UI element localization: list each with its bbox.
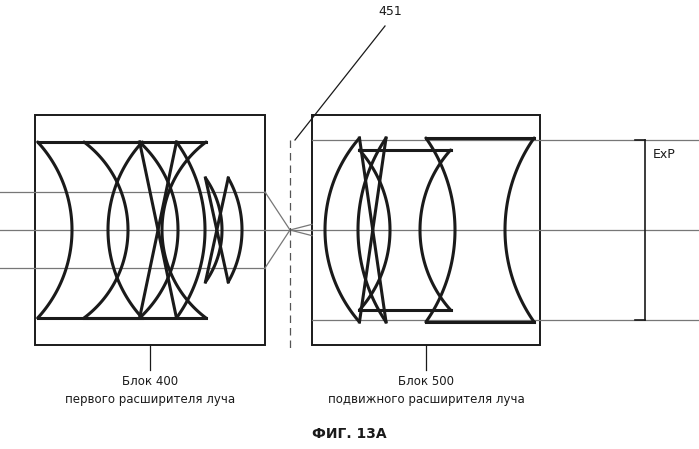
Text: Блок 400: Блок 400	[122, 375, 178, 388]
Text: ExP: ExP	[653, 149, 676, 162]
Text: первого расширителя луча: первого расширителя луча	[65, 393, 235, 406]
Text: подвижного расширителя луча: подвижного расширителя луча	[328, 393, 524, 406]
Text: ФИГ. 13А: ФИГ. 13А	[312, 427, 387, 441]
Text: Блок 500: Блок 500	[398, 375, 454, 388]
Text: 451: 451	[378, 5, 402, 18]
Bar	[35, 115, 265, 345]
Bar	[312, 115, 540, 345]
